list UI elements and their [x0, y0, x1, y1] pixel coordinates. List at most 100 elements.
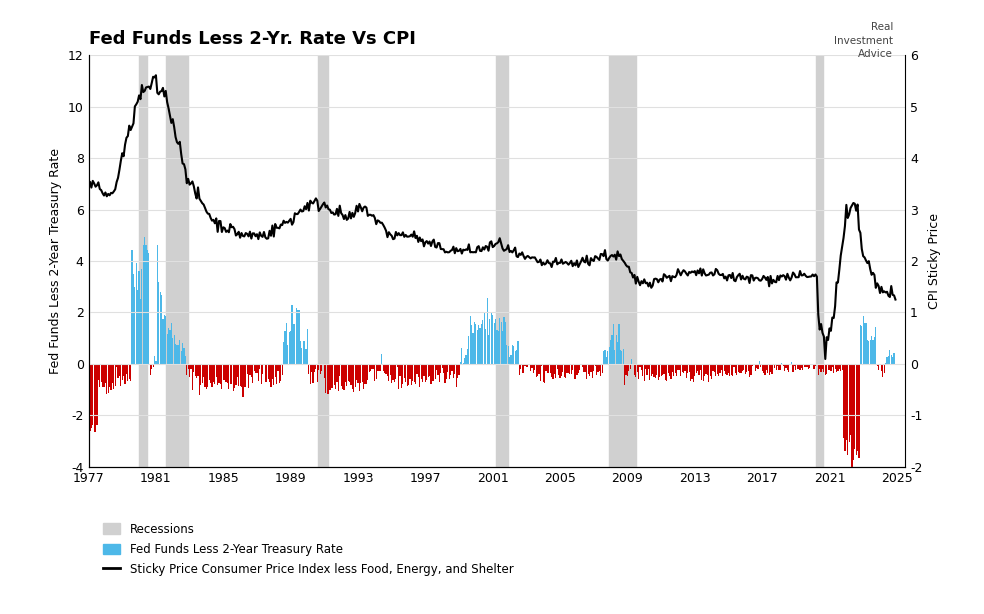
Bar	[808, 363, 809, 369]
Bar	[887, 357, 888, 363]
Bar	[186, 363, 187, 375]
Bar	[281, 363, 282, 375]
Bar	[647, 363, 649, 369]
Bar	[704, 363, 706, 376]
Bar	[663, 363, 664, 375]
Bar	[172, 338, 173, 363]
Bar	[456, 363, 457, 387]
Bar	[771, 363, 772, 373]
Bar	[303, 341, 304, 363]
Bar	[683, 363, 684, 373]
Bar	[205, 363, 206, 387]
Bar	[521, 363, 522, 368]
Bar	[758, 363, 759, 369]
Bar	[719, 363, 720, 373]
Bar	[376, 363, 377, 379]
Bar	[259, 363, 261, 370]
Bar	[215, 363, 216, 377]
Bar	[112, 363, 113, 383]
Bar	[655, 363, 656, 378]
Bar	[586, 363, 587, 379]
Bar	[571, 363, 572, 374]
Bar	[106, 363, 107, 394]
Bar	[766, 363, 767, 370]
Bar	[883, 363, 884, 377]
Bar	[371, 363, 373, 368]
Bar	[188, 363, 189, 369]
Bar	[537, 363, 538, 376]
Bar	[393, 363, 394, 381]
Bar	[415, 363, 416, 384]
Bar	[769, 363, 771, 372]
Bar	[807, 363, 808, 367]
Bar	[878, 363, 880, 370]
Bar	[241, 363, 242, 387]
Bar	[665, 363, 666, 380]
Bar	[429, 363, 430, 376]
Bar	[791, 362, 792, 363]
Bar	[139, 55, 148, 467]
Bar	[290, 331, 291, 363]
Bar	[247, 363, 248, 375]
Bar	[244, 363, 245, 387]
Bar	[864, 323, 865, 363]
Bar	[210, 363, 212, 383]
Text: Real
Investment
Advice: Real Investment Advice	[834, 22, 893, 59]
Bar	[555, 363, 557, 378]
Bar	[397, 363, 398, 367]
Bar	[189, 363, 190, 377]
Bar	[308, 363, 310, 373]
Bar	[269, 363, 271, 382]
Bar	[423, 363, 424, 376]
Bar	[268, 363, 269, 379]
Bar	[751, 363, 752, 375]
Bar	[90, 363, 91, 431]
Bar	[725, 363, 726, 375]
Bar	[752, 363, 753, 366]
Bar	[506, 344, 508, 363]
Bar	[532, 363, 534, 373]
Bar	[511, 356, 512, 363]
Bar	[328, 363, 329, 394]
Bar	[369, 363, 370, 372]
Bar	[653, 363, 654, 376]
Bar	[721, 363, 722, 370]
Bar	[265, 363, 266, 382]
Bar	[300, 341, 301, 363]
Bar	[540, 363, 541, 381]
Bar	[455, 363, 456, 375]
Bar	[409, 363, 410, 379]
Bar	[650, 363, 651, 376]
Bar	[440, 363, 442, 373]
Bar	[136, 263, 137, 363]
Bar	[117, 363, 119, 378]
Bar	[147, 250, 149, 363]
Bar	[445, 363, 446, 383]
Bar	[568, 363, 569, 373]
Bar	[370, 363, 371, 371]
Bar	[277, 363, 278, 371]
Bar	[570, 363, 571, 374]
Bar	[741, 363, 742, 373]
Bar	[327, 363, 328, 394]
Bar	[765, 363, 766, 375]
Bar	[587, 363, 588, 374]
Bar	[460, 362, 461, 363]
Bar	[890, 349, 891, 363]
Bar	[814, 363, 815, 370]
Bar	[419, 363, 420, 387]
Bar	[528, 363, 529, 365]
Bar	[126, 363, 127, 375]
Bar	[142, 268, 143, 363]
Bar	[788, 363, 789, 372]
Bar	[402, 363, 403, 384]
Bar	[693, 363, 694, 382]
Bar	[628, 363, 630, 370]
Bar	[667, 363, 669, 373]
Bar	[828, 363, 829, 370]
Bar	[155, 361, 156, 363]
Bar	[696, 363, 697, 373]
Bar	[606, 357, 607, 363]
Bar	[716, 363, 718, 375]
Bar	[225, 363, 226, 382]
